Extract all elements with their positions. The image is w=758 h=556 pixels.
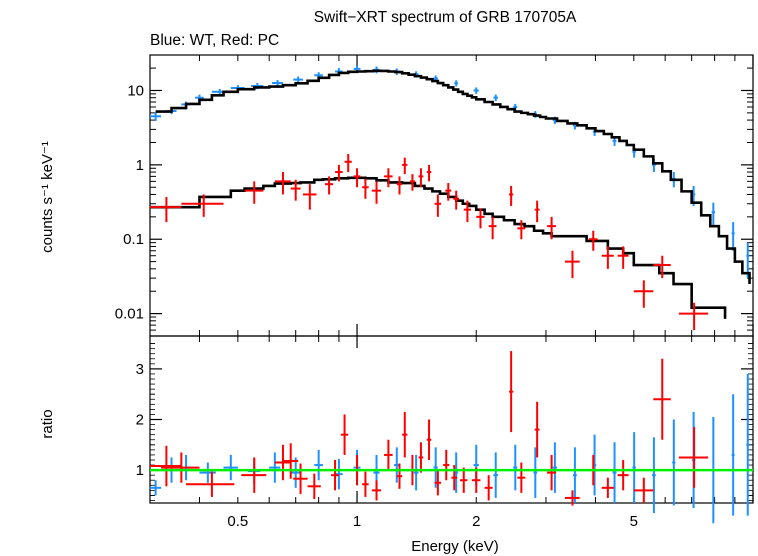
- x-tick-label: 2: [472, 513, 480, 530]
- spectrum-frame: [149, 54, 754, 337]
- spectrum-ytick-label: 0.01: [115, 306, 144, 323]
- x-tick-label: 1: [353, 513, 361, 530]
- spectrum-ytick-label: 10: [127, 82, 144, 99]
- ratio-ytick-label: 2: [136, 412, 144, 429]
- x-tick-label: 0.5: [227, 513, 248, 530]
- x-axis-label: Energy (keV): [411, 538, 499, 555]
- spectrum-panel: 0.01 0.1 1 10: [115, 54, 754, 337]
- x-tick-label: 5: [630, 513, 638, 530]
- ratio-panel: 1 2 3 0.5 1 2 5: [136, 335, 754, 530]
- ratio-ytick-label: 3: [136, 361, 144, 378]
- ratio-y-axis-label: ratio: [39, 409, 56, 438]
- ratio-ytick-label: 1: [136, 462, 144, 479]
- chart-title: Swift−XRT spectrum of GRB 170705A: [314, 9, 577, 26]
- chart-subtitle: Blue: WT, Red: PC: [150, 32, 279, 49]
- spectrum-ytick-label: 0.1: [123, 231, 144, 248]
- wt-model-line: [155, 69, 751, 285]
- spectrum-y-axis-label: counts s⁻¹ keV⁻¹: [39, 141, 56, 253]
- spectrum-ytick-label: 1: [136, 157, 144, 174]
